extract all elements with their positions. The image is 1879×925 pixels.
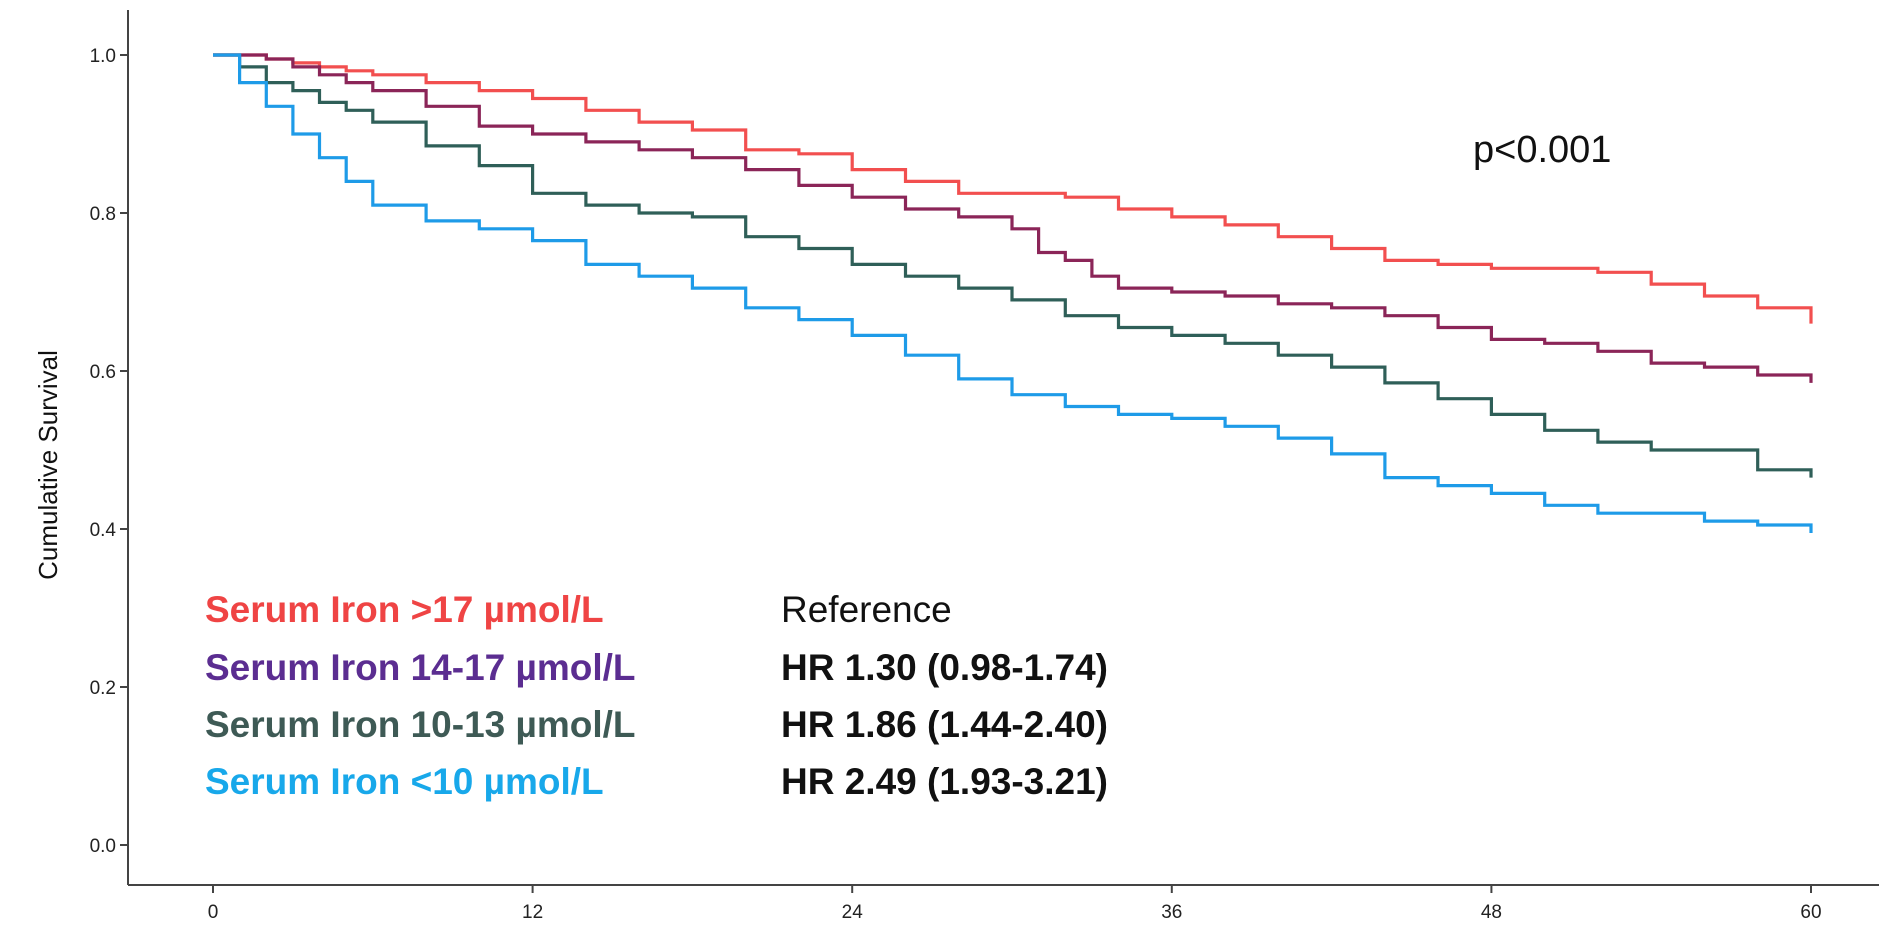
y-tick-label: 0.4 — [90, 520, 117, 541]
legend-label: Serum Iron 14-17 µmol/L — [205, 647, 636, 688]
y-tick-label: 0.6 — [90, 362, 116, 383]
survival-curve-14_17 — [213, 53, 1813, 383]
legend-label: Serum Iron 10-13 µmol/L — [205, 704, 636, 745]
y-tick-label: 0.8 — [90, 204, 116, 225]
legend: Serum Iron >17 µmol/L Reference Serum Iron… — [205, 589, 1108, 802]
x-tick-label: 48 — [1481, 902, 1502, 923]
x-tick-label: 0 — [208, 902, 219, 923]
survival-curve-gt17 — [213, 53, 1813, 324]
survival-curves — [213, 53, 1813, 533]
x-tick-label: 36 — [1161, 902, 1182, 923]
y-tick-label: 0.2 — [90, 678, 116, 699]
legend-label: Serum Iron <10 µmol/L — [205, 761, 604, 802]
x-tick-label: 12 — [522, 902, 543, 923]
p-value-annotation: p<0.001 — [1473, 129, 1611, 171]
hazard-ratio-label: HR 2.49 (1.93-3.21) — [781, 761, 1108, 802]
axes — [127, 10, 1879, 886]
hazard-ratio-label: HR 1.30 (0.98-1.74) — [781, 647, 1108, 688]
survival-curve-10_13 — [213, 53, 1813, 478]
y-tick-label: 1.0 — [90, 46, 116, 67]
legend-label: Serum Iron >17 µmol/L — [205, 589, 604, 630]
hazard-ratio-label: HR 1.86 (1.44-2.40) — [781, 704, 1108, 745]
x-ticks: 0 12 24 36 48 60 — [208, 885, 1822, 923]
hazard-ratio-label: Reference — [781, 589, 952, 630]
x-tick-label: 60 — [1800, 902, 1821, 923]
x-tick-label: 24 — [842, 902, 864, 923]
y-axis-label: Cumulative Survival — [33, 350, 63, 580]
y-tick-label: 0.0 — [90, 836, 116, 857]
y-ticks: 0.0 0.2 0.4 0.6 0.8 1.0 — [90, 46, 128, 857]
survival-curve-lt10 — [213, 53, 1813, 533]
